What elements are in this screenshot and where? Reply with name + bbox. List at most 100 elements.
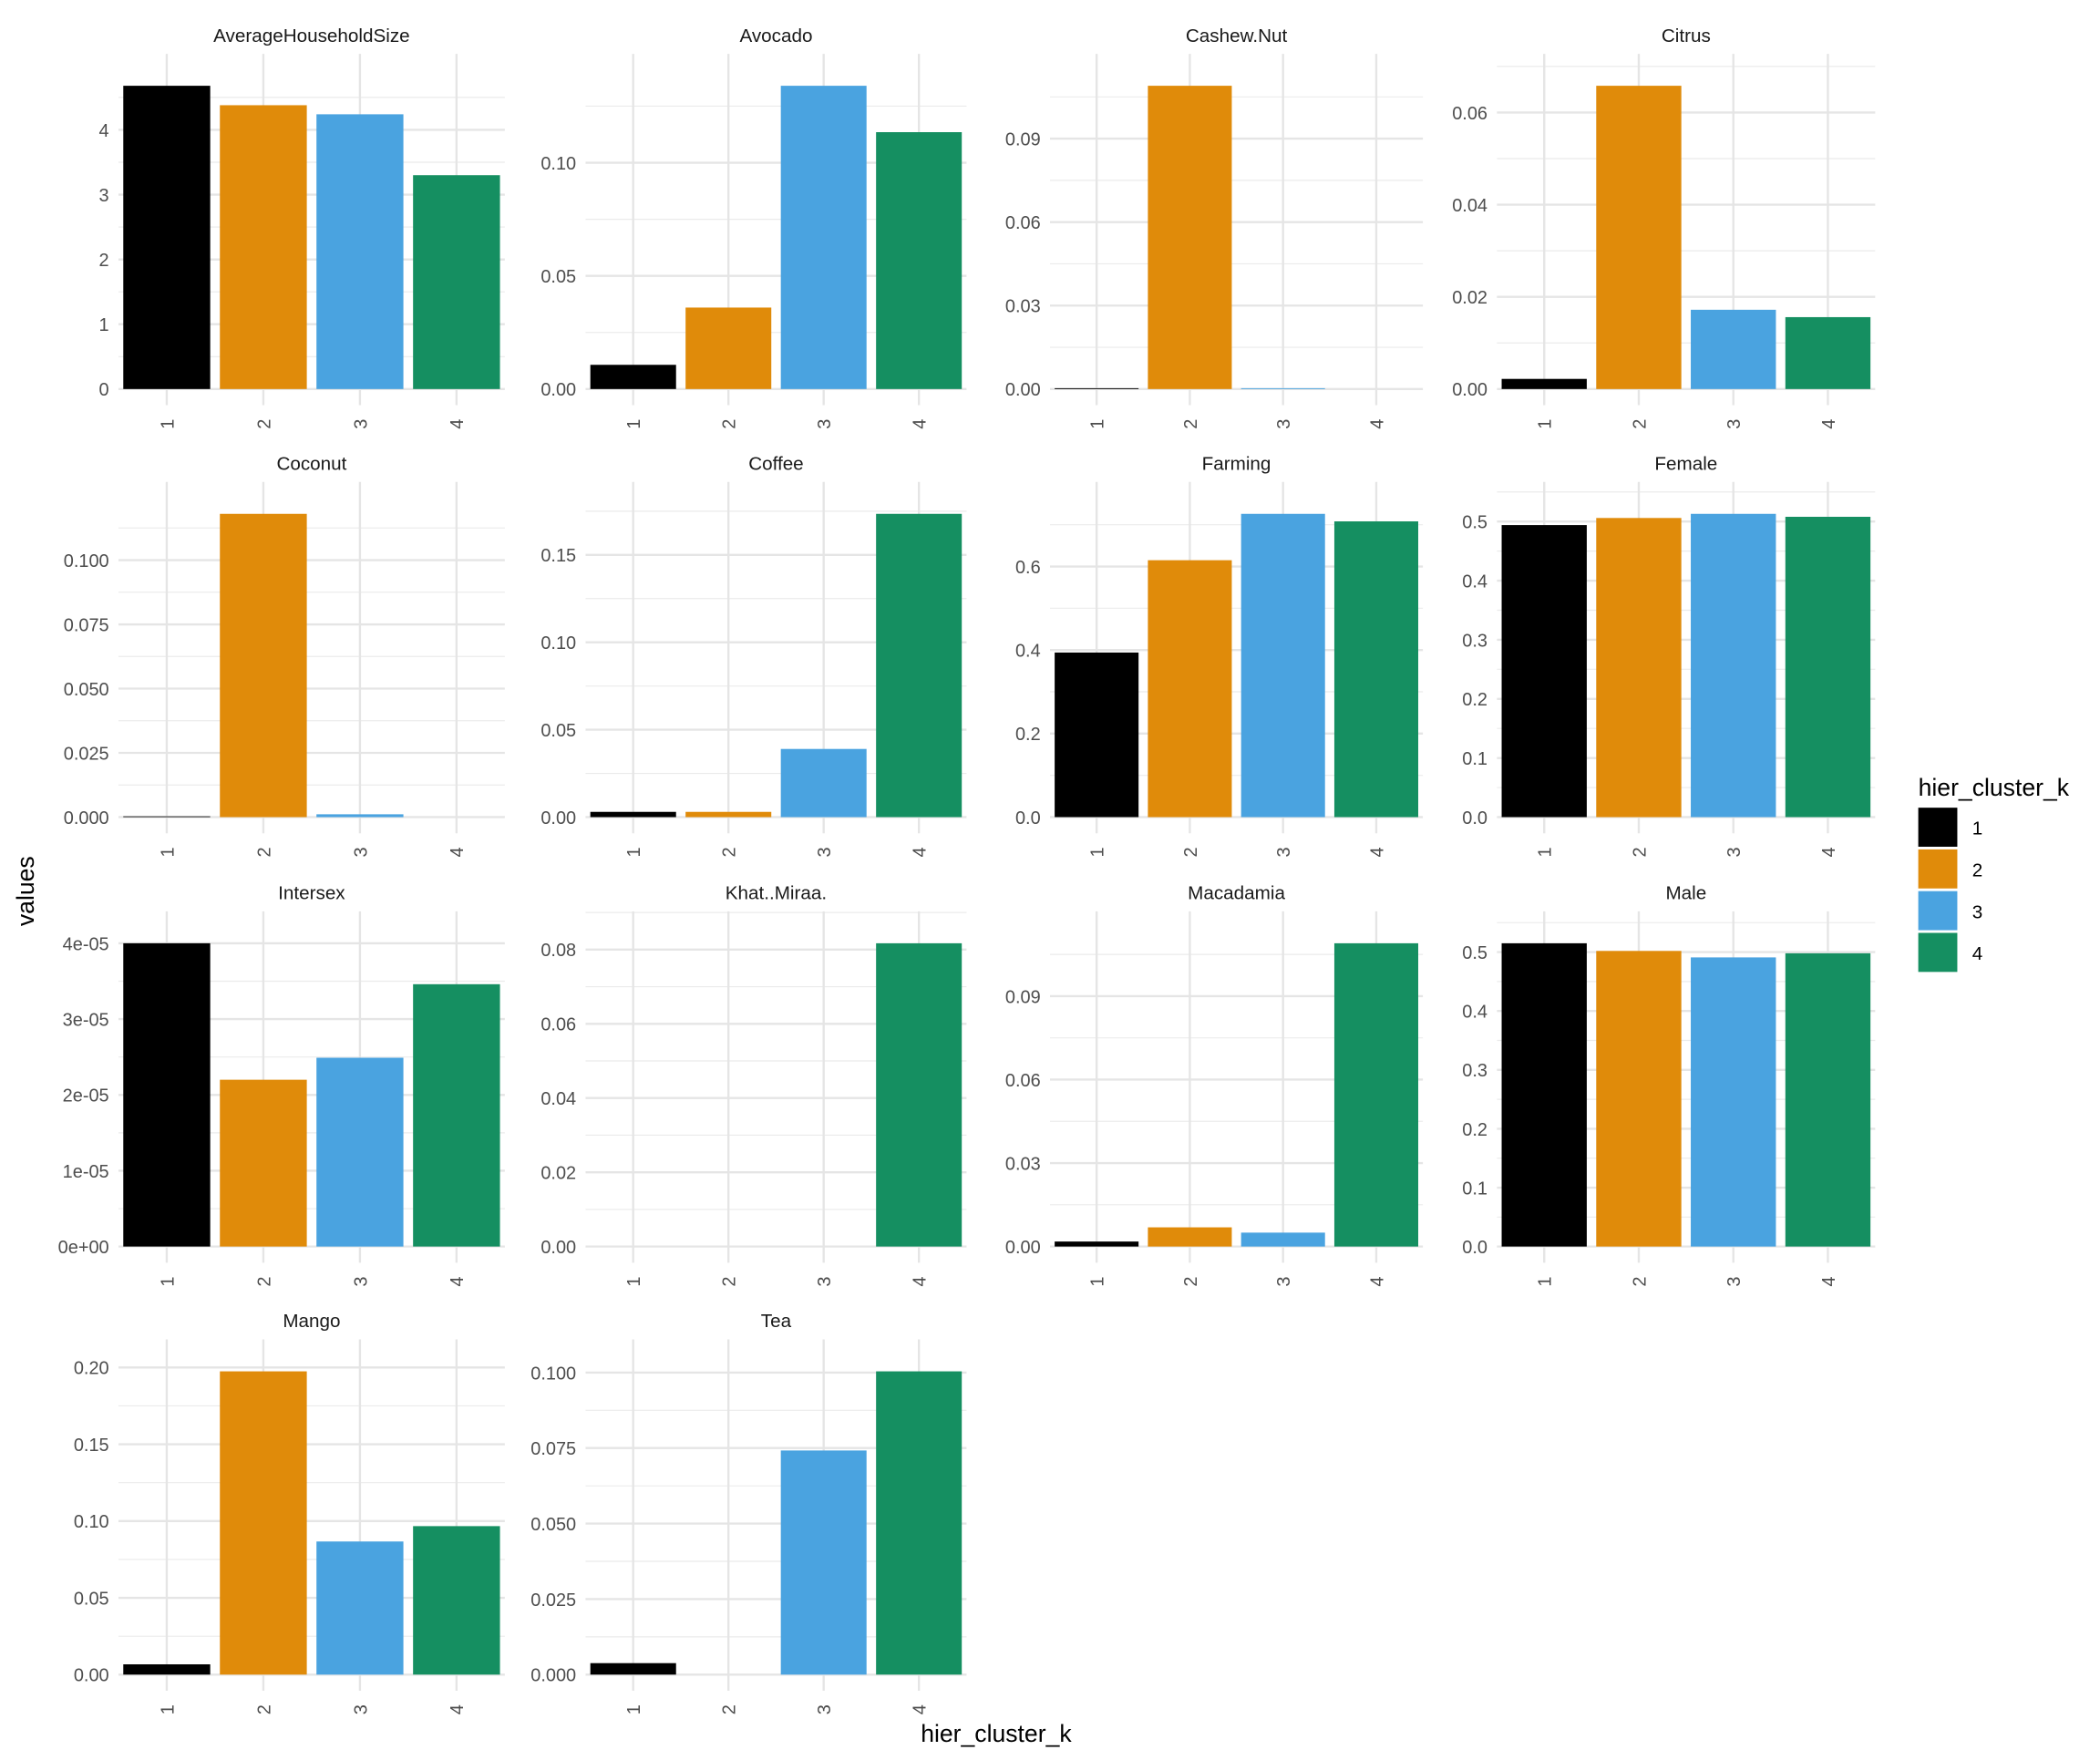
legend-label: 3 [1972, 901, 1983, 922]
facet-panel-Female: 0.0 0.1 0.2 0.3 0.4 0.5 1 2 3 4 Female [1462, 453, 1876, 857]
x-tick-label: 3 [351, 1276, 371, 1286]
facet-panel-Avocado: 0.00 0.05 0.10 1 2 3 4 Avocado [540, 26, 967, 429]
x-tick-label: 2 [720, 1276, 740, 1286]
x-tick-label: 2 [254, 1276, 274, 1286]
y-tick-label: 0.08 [540, 941, 576, 961]
bar-Avocado-1 [590, 365, 676, 389]
legend-key-1 [1918, 808, 1958, 847]
facet-title: Macadamia [1188, 883, 1285, 904]
y-tick-label: 0.3 [1462, 631, 1488, 651]
x-tick-label: 2 [254, 1704, 274, 1714]
x-tick-label: 3 [1274, 1276, 1294, 1286]
x-tick-label: 1 [158, 1704, 178, 1714]
legend-label: 1 [1972, 818, 1983, 839]
facet-panel-Mango: 0.00 0.05 0.10 0.15 0.20 1 2 3 4 Mango [74, 1311, 505, 1714]
x-tick-label: 4 [1367, 1276, 1387, 1286]
x-tick-label: 1 [624, 419, 644, 429]
x-tick-label: 3 [351, 847, 371, 857]
y-tick-label: 0.6 [1015, 558, 1041, 578]
y-tick-label: 0.5 [1462, 943, 1488, 963]
facet-title: Tea [761, 1311, 792, 1332]
y-tick-label: 0.00 [540, 808, 576, 829]
bar-Coconut-3 [316, 814, 404, 818]
facet-panels: 0 1 2 3 4 1 2 3 4 AverageHouseholdSize 0.00 0.05 0.1… [58, 26, 1876, 1714]
facet-panel-Farming: 0.0 0.2 0.4 0.6 1 2 3 4 Farming [1015, 453, 1424, 857]
bar-AverageHouseholdSize-2 [220, 105, 307, 389]
x-tick-label: 3 [815, 1276, 835, 1286]
y-tick-label: 0.4 [1015, 642, 1041, 662]
bar-Avocado-4 [876, 132, 962, 389]
bar-Cashew.Nut-3 [1240, 387, 1325, 389]
y-tick-label: 0.4 [1462, 1003, 1488, 1023]
y-tick-label: 0.15 [74, 1436, 109, 1456]
facet-title: Citrus [1662, 26, 1711, 46]
bar-Macadamia-3 [1240, 1232, 1325, 1247]
bar-Macadamia-2 [1148, 1227, 1232, 1247]
y-tick-label: 0.025 [64, 744, 109, 764]
y-tick-label: 0.5 [1462, 513, 1488, 533]
y-tick-label: 0.1 [1462, 1179, 1488, 1199]
x-tick-label: 2 [254, 419, 274, 429]
bar-Citrus-4 [1785, 316, 1871, 389]
x-tick-label: 2 [254, 847, 274, 857]
y-tick-label: 0.1 [1462, 749, 1488, 769]
y-tick-label: 0.0 [1462, 1238, 1488, 1258]
legend: hier_cluster_k 1 2 3 4 [1918, 774, 2070, 973]
y-tick-label: 0.06 [1005, 1071, 1041, 1091]
bar-Male-3 [1691, 957, 1776, 1247]
y-tick-label: 0.100 [64, 551, 109, 571]
y-tick-label: 0.00 [540, 1238, 576, 1258]
x-tick-label: 3 [1274, 847, 1294, 857]
bar-Tea-4 [876, 1371, 962, 1675]
bar-Female-3 [1691, 513, 1776, 818]
bar-Citrus-1 [1501, 378, 1587, 389]
facet-title: Cashew.Nut [1186, 26, 1288, 46]
y-tick-label: 0.10 [540, 154, 576, 174]
x-tick-label: 2 [1181, 1276, 1201, 1286]
y-tick-label: 0.100 [530, 1364, 576, 1384]
y-tick-label: 0.05 [540, 267, 576, 287]
y-tick-label: 0.10 [74, 1512, 109, 1532]
y-tick-label: 0.06 [540, 1015, 576, 1035]
y-tick-label: 3 [99, 186, 109, 206]
facet-panel-Coconut: 0.000 0.025 0.050 0.075 0.100 1 2 3 4 Coconut [64, 453, 505, 857]
facet-title: Coffee [748, 453, 804, 474]
y-tick-label: 4 [99, 121, 109, 141]
y-tick-label: 0e+00 [58, 1238, 109, 1258]
x-tick-label: 1 [1088, 1276, 1108, 1286]
y-tick-label: 4e-05 [63, 934, 109, 954]
bar-Coffee-4 [876, 513, 962, 818]
y-tick-label: 0.04 [1452, 196, 1488, 216]
x-tick-label: 2 [720, 847, 740, 857]
x-tick-label: 2 [1630, 847, 1650, 857]
x-tick-label: 1 [158, 419, 178, 429]
facet-panel-Cashew.Nut: 0.00 0.03 0.06 0.09 1 2 3 4 Cashew.Nut [1005, 26, 1424, 429]
y-tick-label: 0.4 [1462, 571, 1488, 592]
y-tick-label: 0.00 [74, 1666, 109, 1686]
facet-title: Coconut [276, 453, 346, 474]
y-tick-label: 0.00 [1005, 380, 1041, 400]
bar-Male-2 [1596, 951, 1682, 1247]
bar-Intersex-3 [316, 1057, 404, 1247]
x-tick-label: 4 [1367, 847, 1387, 857]
bar-Intersex-2 [220, 1079, 307, 1247]
y-tick-label: 1e-05 [63, 1162, 109, 1182]
y-tick-label: 0.03 [1005, 1154, 1041, 1174]
x-tick-label: 1 [624, 847, 644, 857]
facet-panel-Macadamia: 0.00 0.03 0.06 0.09 1 2 3 4 Macadamia [1005, 883, 1424, 1287]
x-tick-label: 1 [158, 847, 178, 857]
x-tick-label: 4 [448, 847, 468, 857]
x-axis-title: hier_cluster_k [921, 1720, 1072, 1747]
x-tick-label: 1 [158, 1276, 178, 1286]
y-tick-label: 0.00 [1452, 380, 1488, 400]
bar-Avocado-3 [780, 86, 867, 389]
y-tick-label: 0.025 [530, 1590, 576, 1611]
legend-title: hier_cluster_k [1919, 774, 2070, 801]
x-tick-label: 4 [448, 1704, 468, 1714]
y-tick-label: 0.05 [74, 1589, 109, 1609]
y-tick-label: 0.00 [540, 380, 576, 400]
x-tick-label: 2 [1181, 419, 1201, 429]
bar-Male-4 [1785, 952, 1871, 1247]
x-tick-label: 2 [720, 1704, 740, 1714]
legend-label: 4 [1972, 943, 1983, 964]
